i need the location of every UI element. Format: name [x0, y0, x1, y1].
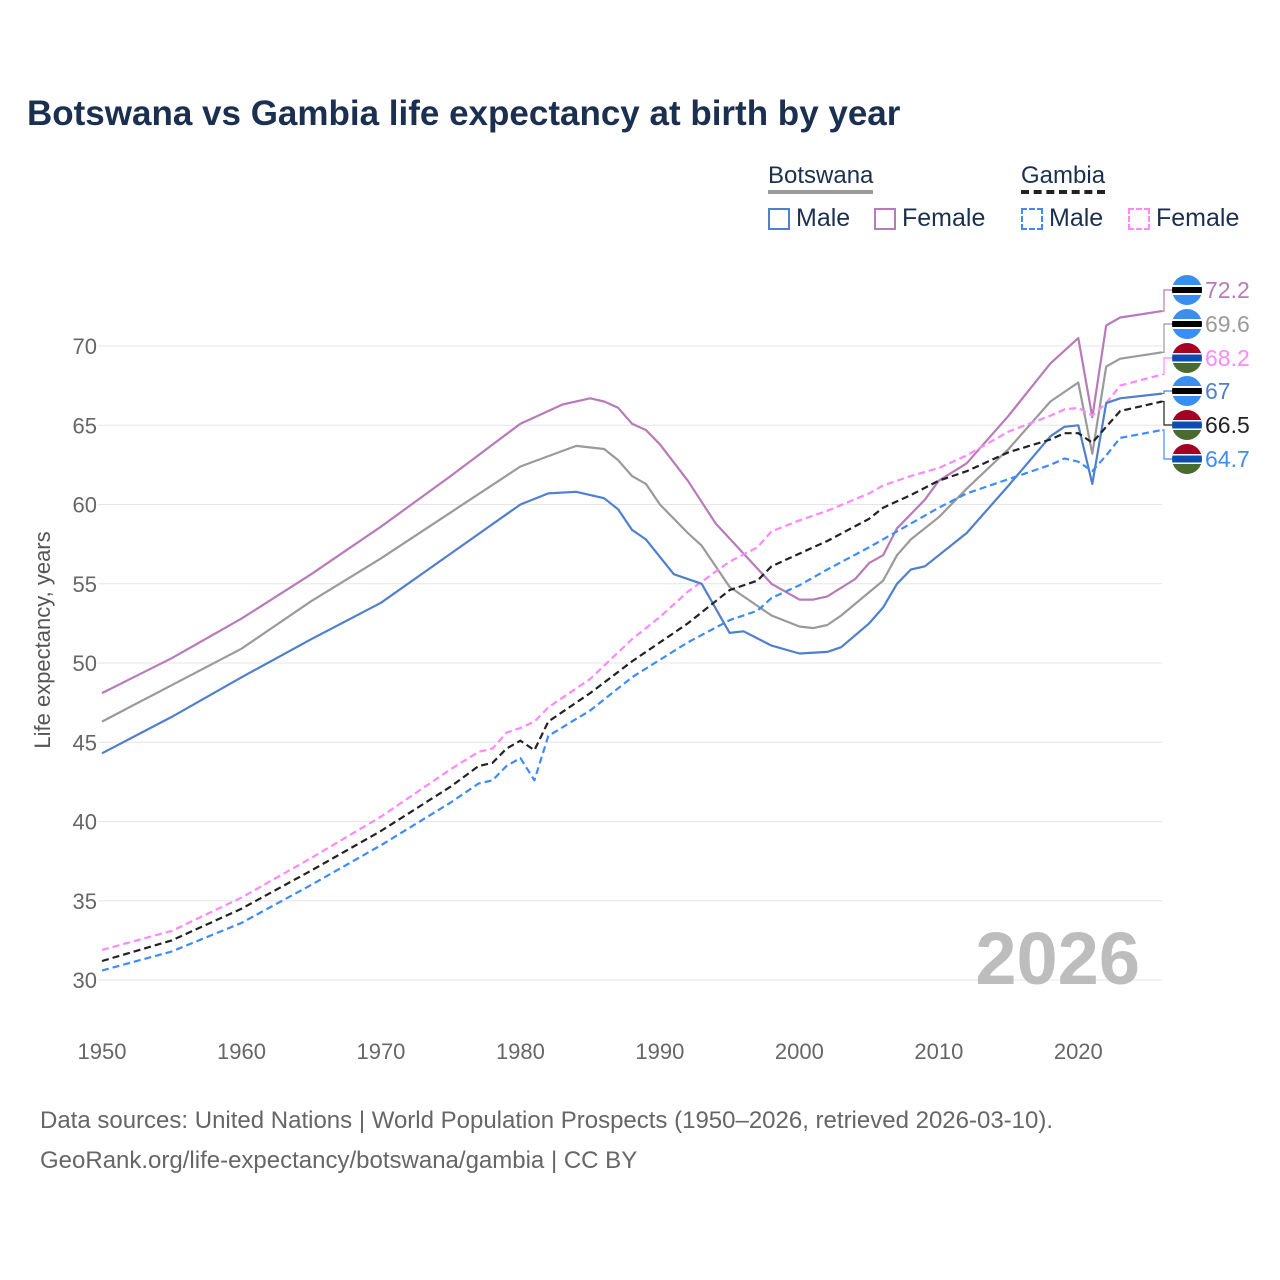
y-tick-label: 35 — [73, 889, 97, 914]
end-value-label: 72.2 — [1205, 277, 1250, 303]
botswana-flag-icon — [1172, 275, 1202, 305]
flag-body — [1172, 309, 1202, 339]
x-tick-label: 1980 — [496, 1039, 545, 1064]
legend-label: Female — [902, 204, 986, 232]
legend-gambia-female[interactable]: Female — [1128, 204, 1239, 233]
gambia-flag-icon — [1172, 410, 1202, 440]
series-line-gambia-female — [101, 373, 1163, 951]
chart-title: Botswana vs Gambia life expectancy at bi… — [27, 94, 901, 133]
gambia-flag-icon — [1172, 444, 1202, 474]
label-connector — [1162, 323, 1172, 353]
y-tick-label: 55 — [73, 572, 97, 597]
x-tick-label: 1960 — [217, 1039, 266, 1064]
flag-stripe — [1172, 363, 1202, 373]
legend-label: Male — [796, 204, 851, 232]
end-value-label: 67 — [1205, 378, 1231, 404]
label-connector — [1162, 289, 1172, 312]
end-value-label: 64.7 — [1205, 446, 1250, 472]
flag-stripe — [1172, 421, 1202, 429]
y-tick-label: 40 — [73, 810, 97, 835]
legend-botswana-female[interactable]: Female — [874, 204, 985, 233]
label-connector — [1162, 400, 1172, 426]
y-tick-label: 30 — [73, 968, 97, 993]
x-tick-label: 2020 — [1054, 1039, 1103, 1064]
series-line-botswana-female — [101, 310, 1163, 695]
y-axis-label: Life expectancy, years — [30, 531, 55, 748]
label-connector — [1162, 390, 1172, 395]
label-connector — [1162, 357, 1172, 376]
flag-stripe — [1172, 430, 1202, 440]
flag-stripe — [1172, 388, 1202, 394]
flag-stripe — [1172, 444, 1202, 455]
x-tick-label: 1970 — [356, 1039, 405, 1064]
footer-url: GeoRank.org/life-expectancy/botswana/gam… — [40, 1147, 638, 1174]
flag-stripe — [1172, 464, 1202, 474]
flag-body — [1172, 410, 1202, 440]
end-value-label: 69.6 — [1205, 311, 1250, 337]
flag-stripe — [1172, 321, 1202, 327]
legend-label: Male — [1049, 204, 1104, 232]
y-tick-label: 65 — [73, 413, 97, 438]
flag-body — [1172, 376, 1202, 406]
gambia-flag-icon — [1172, 343, 1202, 373]
flag-stripe — [1172, 287, 1202, 293]
flag-stripe — [1172, 343, 1202, 354]
y-tick-label: 70 — [73, 334, 97, 359]
flag-body — [1172, 275, 1202, 305]
series-line-botswana-male — [101, 392, 1163, 755]
series-line-botswana — [101, 351, 1163, 723]
year-watermark: 2026 — [975, 917, 1140, 1000]
botswana-flag-icon — [1172, 309, 1202, 339]
flag-body — [1172, 343, 1202, 373]
end-value-label: 68.2 — [1205, 345, 1250, 371]
series-line-gambia-male — [101, 428, 1163, 972]
legend-swatch — [768, 207, 790, 230]
y-tick-label: 45 — [73, 730, 97, 755]
x-tick-label: 2000 — [775, 1039, 824, 1064]
botswana-flag-icon — [1172, 376, 1202, 406]
legend-swatch — [1128, 207, 1150, 230]
legend-swatch — [874, 207, 896, 230]
y-tick-label: 60 — [73, 493, 97, 518]
x-tick-label: 2010 — [914, 1039, 963, 1064]
legend-group-gambia: Gambia — [1021, 162, 1106, 194]
legend-label: Female — [1156, 204, 1240, 232]
legend-gambia-male[interactable]: Male — [1021, 204, 1103, 233]
flag-stripe — [1172, 410, 1202, 421]
legend-botswana-male[interactable]: Male — [768, 204, 850, 233]
footer-sources: Data sources: United Nations | World Pop… — [40, 1107, 1054, 1134]
flag-body — [1172, 444, 1202, 474]
legend-swatch — [1021, 207, 1043, 230]
x-tick-label: 1950 — [78, 1039, 127, 1064]
legend-group-botswana: Botswana — [768, 162, 874, 194]
flag-stripe — [1172, 455, 1202, 463]
flag-stripe — [1172, 354, 1202, 362]
series-line-gambia — [101, 400, 1163, 963]
x-tick-label: 1990 — [635, 1039, 684, 1064]
label-connector — [1162, 429, 1172, 460]
end-value-label: 66.5 — [1205, 412, 1250, 438]
y-tick-label: 50 — [73, 651, 97, 676]
